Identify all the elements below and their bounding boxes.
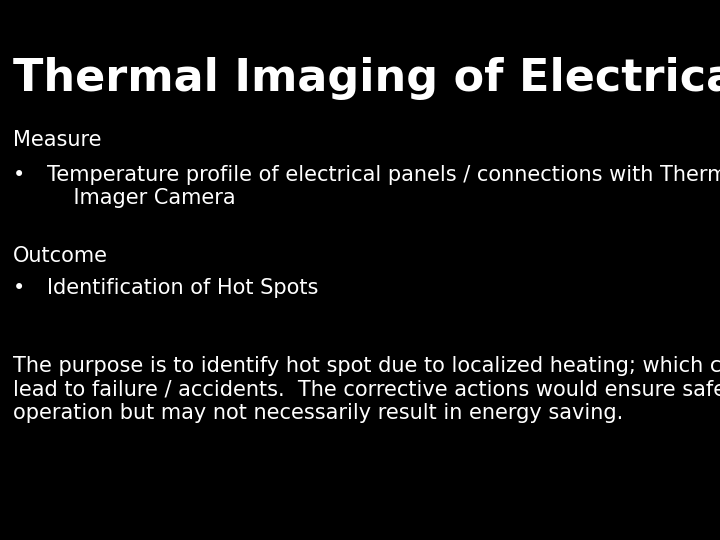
- Text: Temperature profile of electrical panels / connections with Thermal
    Imager C: Temperature profile of electrical panels…: [47, 165, 720, 208]
- Text: Measure: Measure: [13, 130, 102, 150]
- Text: Outcome: Outcome: [13, 246, 108, 266]
- Text: Identification of Hot Spots: Identification of Hot Spots: [47, 278, 318, 298]
- Text: •: •: [13, 278, 25, 298]
- Text: The purpose is to identify hot spot due to localized heating; which could
lead t: The purpose is to identify hot spot due …: [13, 356, 720, 423]
- Text: Thermal Imaging of Electrical System: Thermal Imaging of Electrical System: [13, 57, 720, 100]
- Text: •: •: [13, 165, 25, 185]
